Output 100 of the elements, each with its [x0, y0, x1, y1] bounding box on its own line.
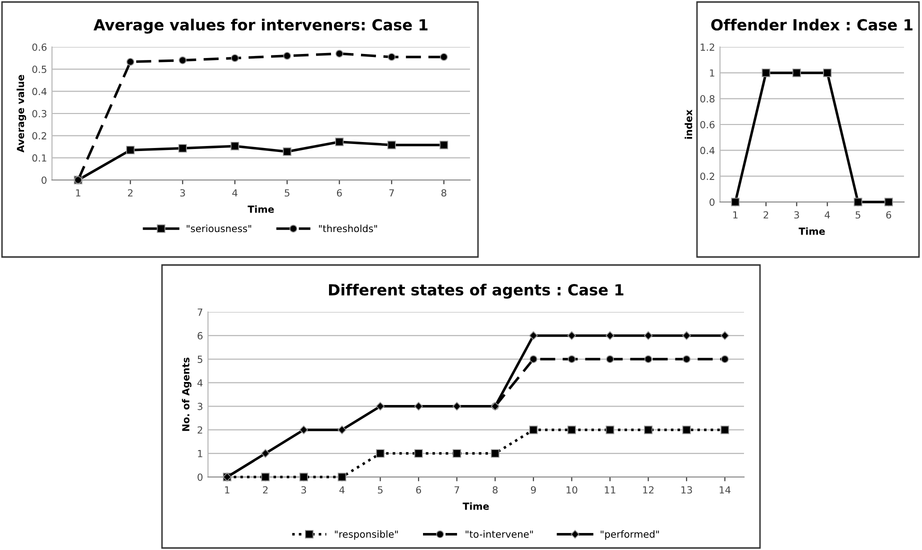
- x-tick-label: 1: [733, 211, 738, 218]
- point: [606, 331, 614, 340]
- chart-title: Average values for interveners: Case 1: [94, 18, 428, 34]
- point: [644, 426, 653, 434]
- point: [682, 355, 690, 364]
- point: [720, 426, 730, 434]
- point: [335, 50, 344, 58]
- y-tick-label: 5: [198, 356, 202, 363]
- x-tick-label: 5: [378, 486, 383, 494]
- y-tick-label: 1: [198, 450, 202, 458]
- point: [720, 355, 729, 364]
- x-tick-label: 9: [530, 486, 536, 494]
- point: [440, 140, 448, 150]
- x-tick-label: 4: [339, 486, 345, 494]
- x-tick-label: 14: [720, 486, 730, 494]
- y-tick-label: 0.4: [32, 88, 47, 96]
- point: [414, 402, 423, 411]
- point: [126, 58, 134, 66]
- x-tick-label: 1: [225, 486, 230, 494]
- legend-label: "seriousness": [186, 224, 252, 232]
- point: [452, 449, 462, 458]
- point: [606, 355, 614, 364]
- x-tick-label: 6: [416, 486, 422, 494]
- y-tick-label: 1: [710, 69, 714, 77]
- point: [376, 402, 385, 411]
- point: [335, 138, 344, 146]
- point: [338, 472, 346, 482]
- y-tick-label: 2: [198, 426, 202, 434]
- point: [178, 144, 187, 153]
- point: [230, 54, 239, 62]
- point: [414, 449, 423, 458]
- point: [126, 146, 135, 154]
- y-tick-label: 0.3: [32, 110, 46, 118]
- y-tick-label: 0.2: [32, 132, 46, 140]
- y-tick-label: 7: [198, 308, 202, 316]
- legend-label: "to-intervene": [466, 530, 533, 538]
- point: [452, 402, 462, 411]
- x-tick-label: 8: [441, 189, 446, 197]
- y-tick-label: 0: [198, 473, 202, 481]
- x-tick-label: 8: [492, 486, 498, 494]
- point: [387, 140, 396, 150]
- point: [338, 426, 346, 434]
- legend-label: "performed": [600, 530, 659, 540]
- x-tick-label: 6: [336, 189, 342, 197]
- x-axis-title: Time: [248, 205, 274, 213]
- x-tick-label: 2: [128, 189, 132, 196]
- point: [606, 426, 614, 434]
- x-tick-label: 3: [794, 211, 799, 219]
- x-axis-title: Time: [462, 502, 489, 510]
- point: [682, 331, 691, 340]
- x-tick-label: 3: [301, 486, 306, 494]
- point: [261, 449, 270, 458]
- y-axis-title: No. of Agents: [182, 358, 192, 431]
- x-tick-label: 12: [643, 486, 654, 494]
- point: [299, 472, 308, 482]
- y-tick-label: 0.5: [32, 66, 46, 73]
- y-tick-label: 0.4: [700, 146, 715, 154]
- point: [644, 331, 653, 340]
- x-tick-label: 5: [856, 211, 860, 219]
- legend-label: "thresholds": [319, 224, 377, 232]
- y-tick-label: 0: [42, 176, 46, 184]
- chart-title: Different states of agents : Case 1: [329, 284, 624, 299]
- point: [299, 426, 308, 434]
- chart-title: Offender Index : Case 1: [711, 18, 912, 31]
- x-tick-label: 13: [681, 486, 692, 494]
- x-tick-label: 5: [284, 189, 290, 197]
- point: [490, 449, 500, 458]
- x-tick-label: 11: [604, 486, 616, 494]
- point: [567, 331, 576, 340]
- y-tick-label: 0.1: [32, 154, 46, 162]
- point: [376, 449, 385, 458]
- point: [440, 53, 448, 61]
- x-tick-label: 4: [232, 189, 238, 196]
- legend-label: "responsible": [334, 530, 398, 540]
- point: [283, 52, 292, 60]
- y-axis-title: Average value: [16, 74, 26, 153]
- x-tick-label: 1: [76, 189, 80, 196]
- y-tick-label: 6: [198, 332, 203, 340]
- point: [567, 426, 576, 434]
- x-tick-label: 2: [764, 211, 768, 218]
- x-tick-label: 7: [389, 189, 394, 196]
- point: [530, 355, 538, 364]
- point: [720, 331, 730, 340]
- y-tick-label: 0: [710, 198, 714, 206]
- x-tick-label: 10: [566, 486, 578, 494]
- point: [178, 56, 187, 64]
- point: [282, 147, 292, 156]
- y-tick-label: 1.2: [700, 43, 714, 51]
- point: [529, 426, 538, 434]
- y-tick-label: 3: [198, 402, 202, 410]
- x-tick-label: 6: [886, 211, 892, 219]
- y-tick-label: 0.6: [700, 120, 715, 128]
- y-tick-label: 4: [197, 379, 203, 386]
- point: [529, 331, 538, 340]
- x-tick-label: 2: [263, 486, 268, 494]
- x-tick-label: 3: [180, 189, 185, 197]
- x-tick-label: 7: [454, 486, 460, 494]
- point: [568, 355, 576, 364]
- y-tick-label: 0.6: [32, 43, 47, 51]
- point: [388, 53, 396, 61]
